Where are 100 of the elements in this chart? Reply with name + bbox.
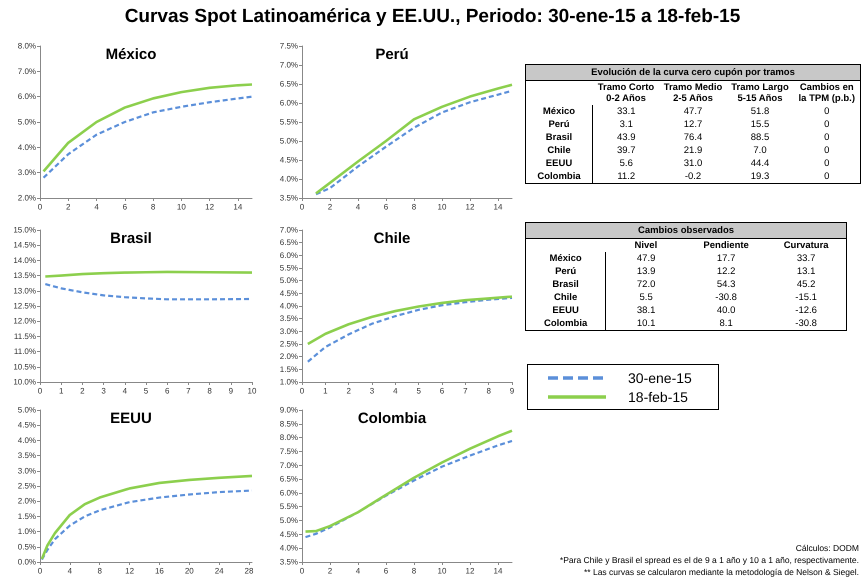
line-series bbox=[42, 96, 254, 179]
y-tick-label: 3.5% bbox=[280, 558, 298, 566]
x-tick-label: 4 bbox=[393, 386, 398, 396]
x-tick-label: 10 bbox=[176, 202, 186, 212]
y-tick-label: Perú bbox=[526, 265, 606, 278]
y-tick-label: 6.5% bbox=[280, 80, 298, 88]
y-tick-label: 2.0% bbox=[280, 352, 298, 362]
x-tick-label: 0 bbox=[300, 386, 305, 396]
text: *Para Chile y Brasil el spread es el de 9 a 1 año y 10 a 1 año, respectivamente. bbox=[560, 554, 859, 566]
chart-title: México bbox=[106, 46, 156, 63]
y-tick-label: 8.0% bbox=[280, 433, 298, 442]
data-label: 5.5 bbox=[638, 291, 654, 304]
y-tick-label: 0.0% bbox=[18, 558, 36, 566]
y-tick-label: Chile bbox=[526, 291, 606, 304]
x-tick-label: 0 bbox=[38, 202, 43, 212]
x-tick-label: 16 bbox=[154, 566, 164, 576]
x-tick-label: 6 bbox=[384, 566, 389, 576]
legend-label: 30-ene-15 bbox=[628, 370, 692, 386]
y-tick-label: Brasil bbox=[526, 278, 606, 291]
data-label: 13.9 bbox=[636, 265, 656, 278]
y-tick-label: 2.0% bbox=[18, 496, 36, 506]
y-tick-label: 12.5% bbox=[13, 302, 36, 310]
data-label: -12.6 bbox=[794, 304, 818, 317]
x-tick-label: 12 bbox=[466, 202, 475, 212]
x-tick-label: 3 bbox=[370, 386, 375, 396]
data-label: 33.1 bbox=[616, 105, 636, 118]
data-label: 21.9 bbox=[682, 144, 704, 157]
y-tick-label: 6.0% bbox=[280, 250, 298, 260]
y-tick-label: 5.5% bbox=[280, 502, 298, 512]
data-label: 40.0 bbox=[716, 304, 736, 317]
x-tick-label: 10 bbox=[438, 202, 447, 212]
data-label: 31.0 bbox=[682, 157, 704, 170]
y-tick-label: 3.0% bbox=[18, 466, 36, 476]
y-tick-label: 4.0% bbox=[280, 544, 298, 553]
x-tick-label: Tramo Largo 5-15 Años bbox=[730, 81, 790, 105]
x-tick-label: 6 bbox=[164, 386, 170, 396]
y-tick-label: 3.0% bbox=[280, 326, 298, 336]
x-tick-label: Nivel bbox=[634, 239, 658, 252]
x-tick-label: 3 bbox=[101, 386, 106, 396]
x-tick-label: 5 bbox=[144, 386, 149, 396]
y-tick-label: 1.0% bbox=[18, 527, 36, 536]
data-label: 5.6 bbox=[618, 157, 634, 170]
y-tick-label: 13.5% bbox=[13, 271, 36, 280]
y-tick-label: 12.0% bbox=[13, 316, 36, 326]
x-tick-label: 14 bbox=[494, 566, 503, 576]
y-tick-label: 2.5% bbox=[280, 340, 298, 348]
x-tick-label: 6 bbox=[122, 202, 128, 212]
x-tick-label: 14 bbox=[233, 202, 243, 212]
y-tick-label: 2.5% bbox=[18, 482, 36, 490]
y-tick-label: 9.0% bbox=[280, 406, 298, 414]
text: Curvas Spot Latinoamérica y EE.UU., Periodo: 30-ene-15 a 18-feb-15 bbox=[124, 6, 742, 28]
x-tick-label: 10 bbox=[248, 386, 257, 396]
x-tick-label: 9 bbox=[510, 386, 515, 396]
x-tick-label: Cambios en la TPM (p.b.) bbox=[798, 81, 856, 105]
y-tick-label: 5.0% bbox=[280, 136, 298, 146]
line-series bbox=[306, 295, 514, 346]
y-tick-label: 4.0% bbox=[280, 302, 298, 310]
data-label: 7.0 bbox=[752, 144, 768, 157]
x-tick-label: 10 bbox=[438, 566, 447, 576]
x-tick-label: 12 bbox=[205, 202, 215, 212]
x-tick-label: 7 bbox=[186, 386, 192, 396]
y-tick-label: 7.0% bbox=[280, 226, 298, 234]
data-label: 8.1 bbox=[718, 317, 734, 330]
y-tick-label: 0.5% bbox=[18, 542, 36, 552]
chart-title: Evolución de la curva cero cupón por tramos bbox=[526, 64, 860, 80]
data-label: 0 bbox=[823, 118, 830, 131]
x-tick-label: 4 bbox=[356, 566, 361, 576]
data-label: 45.2 bbox=[796, 278, 816, 291]
data-label: 15.5 bbox=[750, 118, 770, 131]
y-tick-label: 14.0% bbox=[13, 256, 36, 265]
x-tick-label: 8 bbox=[412, 566, 417, 576]
x-tick-label: 4 bbox=[356, 202, 361, 212]
x-tick-label: 12 bbox=[466, 566, 475, 576]
x-tick-label: Curvatura bbox=[782, 239, 830, 252]
chart-title: EEUU bbox=[110, 410, 152, 427]
data-label: 43.9 bbox=[616, 131, 636, 144]
y-tick-label: 4.0% bbox=[18, 142, 36, 152]
data-label: 3.1 bbox=[618, 118, 634, 131]
x-tick-label: Tramo Medio 2-5 Años bbox=[662, 81, 724, 105]
y-tick-label: 7.5% bbox=[280, 446, 298, 456]
y-tick-label: 5.5% bbox=[280, 264, 298, 272]
x-tick-label: 0 bbox=[300, 202, 305, 212]
x-tick-label: 4 bbox=[68, 566, 73, 576]
y-tick-label: 4.5% bbox=[280, 530, 298, 539]
text: ** Las curvas se calcularon mediante la metodología de Nelson & Siegel. bbox=[583, 566, 859, 578]
x-tick-label: Tramo Corto 0-2 Años bbox=[596, 81, 656, 105]
y-tick-label: 5.0% bbox=[18, 118, 36, 126]
data-label: 39.7 bbox=[616, 144, 636, 157]
data-label: 0 bbox=[823, 144, 830, 157]
x-tick-label: 2 bbox=[80, 386, 86, 396]
y-tick-label: 4.5% bbox=[280, 156, 298, 164]
line-series bbox=[306, 296, 514, 363]
data-label: 12.7 bbox=[682, 118, 704, 131]
y-tick-label: 1.5% bbox=[18, 512, 36, 521]
y-tick-label: 5.5% bbox=[280, 118, 298, 126]
x-tick-label: 8 bbox=[412, 202, 417, 212]
data-label: 17.7 bbox=[716, 252, 736, 265]
data-label: -0.2 bbox=[684, 170, 702, 184]
y-tick-label: Colombia bbox=[526, 170, 592, 184]
data-label: 51.8 bbox=[750, 105, 770, 118]
